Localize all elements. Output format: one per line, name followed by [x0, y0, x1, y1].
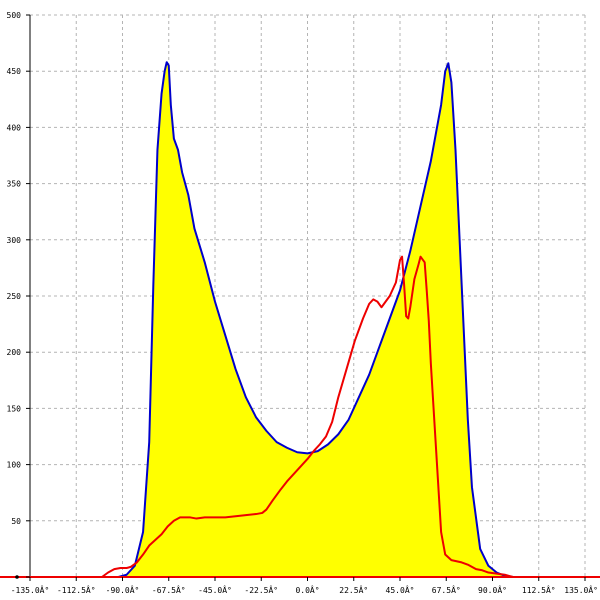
filled-area: [30, 62, 585, 577]
x-tick-label: 90.0Â°: [478, 584, 507, 595]
y-tick-label: 300: [7, 236, 22, 245]
y-tick-label: 500: [7, 11, 22, 20]
y-tick-label: 250: [7, 292, 22, 301]
area-fill: [30, 62, 585, 577]
x-tick-label: 45.0Â°: [386, 584, 415, 595]
x-tick-label: -135.0Â°: [11, 584, 50, 595]
axes: [0, 14, 600, 581]
x-tick-label: 0.0Â°: [295, 584, 319, 595]
x-tick-label: 112.5Â°: [522, 584, 556, 595]
x-tick-label: -112.5Â°: [57, 584, 96, 595]
x-tick-label: -45.0Â°: [198, 584, 232, 595]
y-tick-label: 350: [7, 180, 22, 189]
series-line-blue: [29, 61, 586, 578]
x-tick-label: -22.5Â°: [244, 584, 278, 595]
y-tick-label: 50: [11, 517, 21, 526]
y-tick-labels: 50 100 150 200 250 300 350 400 450 500: [7, 11, 22, 526]
origin-dot: [15, 575, 19, 579]
x-tick-labels: -135.0Â° -112.5Â° -90.0Â° -67.5Â° -45.0Â° -22…: [11, 584, 598, 595]
y-tick-label: 100: [7, 461, 22, 470]
y-tick-label: 400: [7, 123, 22, 132]
x-tick-label: -90.0Â°: [106, 584, 140, 595]
y-tick-label: 150: [7, 404, 22, 413]
x-tick-label: 67.5Â°: [432, 584, 461, 595]
y-tick-label: 200: [7, 348, 22, 357]
series-line-red: [29, 255, 586, 578]
x-tick-label: 22.5Â°: [339, 584, 368, 595]
y-tick-label: 450: [7, 67, 22, 76]
x-tick-label: -67.5Â°: [152, 584, 186, 595]
series-lines: [29, 61, 586, 578]
x-tick-label: 135.0Â°: [564, 584, 598, 595]
